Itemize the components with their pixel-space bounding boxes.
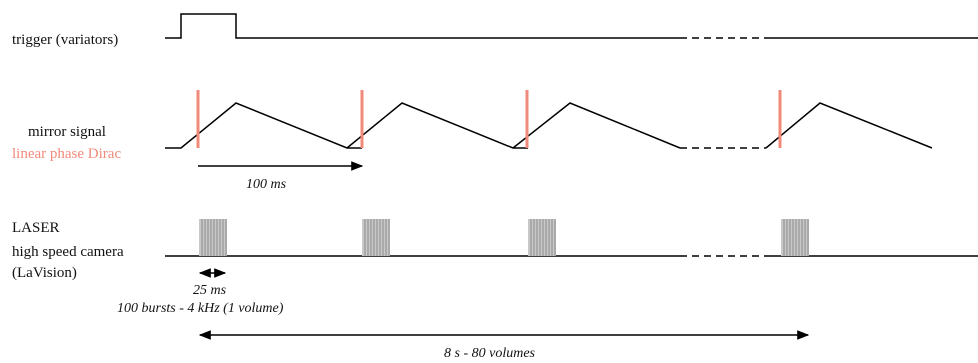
trigger-row: trigger (variators) <box>12 13 978 48</box>
burst-block <box>528 219 556 256</box>
trigger-label: trigger (variators) <box>12 32 118 48</box>
burst-duration-label: 25 ms <box>193 283 227 298</box>
camera-label: high speed camera <box>12 244 124 260</box>
camera-brand-label: (LaVision) <box>12 265 77 281</box>
mirror-ramp-1 <box>165 102 362 149</box>
dirac-label: linear phase Dirac <box>12 146 121 162</box>
total-duration-label: 8 s - 80 volumes <box>444 346 536 361</box>
burst-block <box>199 219 227 256</box>
mirror-row: mirror signal linear phase Dirac 100 ms <box>12 90 933 192</box>
mirror-ramp-3 <box>512 102 681 149</box>
mirror-ramp-4 <box>765 102 933 149</box>
laser-row: LASER high speed camera (LaVision) 25 ms… <box>12 219 978 361</box>
burst-info-label: 100 bursts - 4 kHz (1 volume) <box>117 301 284 316</box>
burst-block <box>362 219 390 256</box>
laser-label: LASER <box>12 220 60 236</box>
burst-block <box>781 219 809 256</box>
trigger-signal <box>165 13 680 39</box>
period-label: 100 ms <box>246 177 287 192</box>
mirror-label: mirror signal <box>28 124 106 140</box>
mirror-ramp-2 <box>346 102 528 149</box>
